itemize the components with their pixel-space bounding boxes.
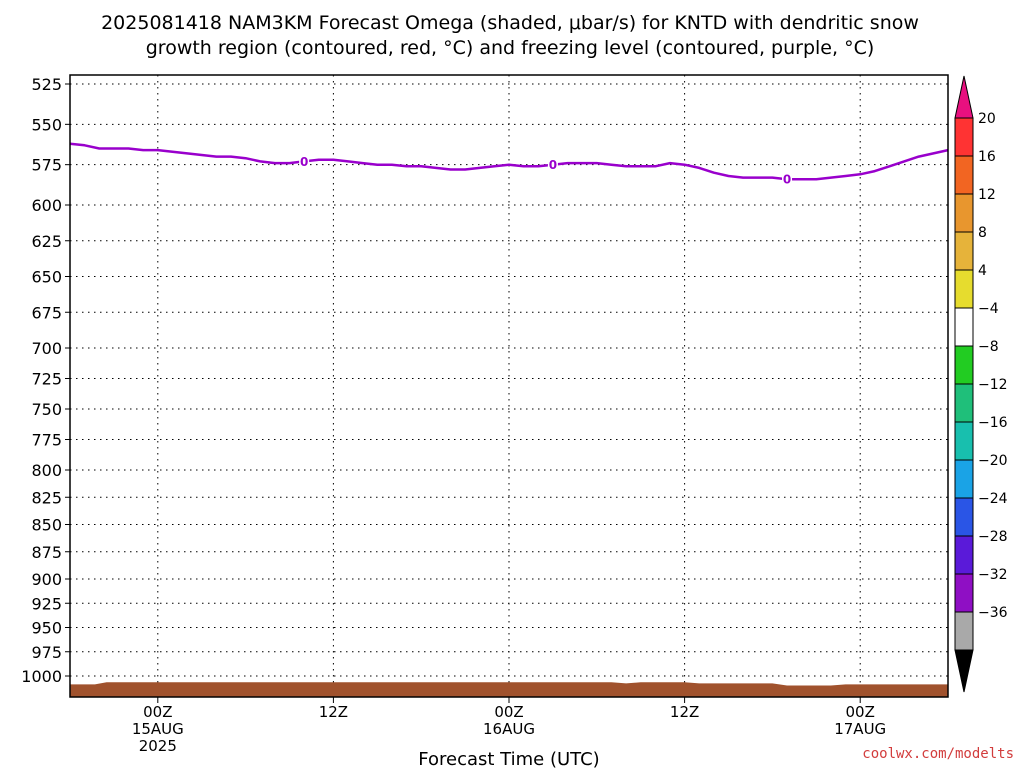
y-tick-label: 800 (31, 461, 62, 480)
y-tick-label: 725 (31, 370, 62, 389)
y-tick-label: 675 (31, 303, 62, 322)
y-tick-label: 525 (31, 75, 62, 94)
y-tick-label: 875 (31, 543, 62, 562)
y-tick-label: 750 (31, 400, 62, 419)
contour-label-bg (299, 154, 310, 169)
contour-label-bg (782, 172, 793, 187)
colorbar-tick-label: −36 (978, 605, 1008, 621)
y-tick-label: 900 (31, 570, 62, 589)
y-tick-label: 625 (31, 232, 62, 251)
title-line-1: 2025081418 NAM3KM Forecast Omega (shaded… (101, 12, 919, 34)
colorbar-segment (954, 307, 974, 347)
colorbar-segment (954, 193, 974, 233)
terrain-layer (70, 682, 948, 697)
x-tick-label: 16AUG (483, 720, 535, 738)
x-axis-label: Forecast Time (UTC) (418, 749, 599, 768)
x-tick-label: 15AUG (132, 720, 184, 738)
colorbar-tick-label: −4 (978, 301, 999, 317)
series-layer: 0 0 0 (69, 142, 949, 187)
y-tick-label: 550 (31, 115, 62, 134)
chart-title: 2025081418 NAM3KM Forecast Omega (shaded… (101, 12, 919, 59)
terrain-area (70, 682, 948, 697)
y-tick-label: 950 (31, 619, 62, 638)
colorbar-segment (954, 611, 974, 651)
colorbar-segment (954, 383, 974, 423)
x-tick-label: 00Z (846, 703, 875, 721)
colorbar-tick-label: −32 (978, 567, 1008, 583)
colorbar-tick-label: −12 (978, 377, 1008, 393)
colorbar-segment (954, 535, 974, 575)
colorbar-segment (954, 231, 974, 271)
colorbar-segment (954, 497, 974, 537)
x-tick-label: 00Z (494, 703, 523, 721)
y-tick-label: 775 (31, 431, 62, 450)
y-tick-label: 600 (31, 196, 62, 215)
x-tick-label: 12Z (670, 703, 699, 721)
contour-label: 0 (549, 158, 557, 172)
contour-label: 0 (300, 155, 308, 169)
colorbar-segment (954, 155, 974, 195)
x-tick-label: 2025 (139, 737, 177, 755)
x-tick-label: 00Z (143, 703, 172, 721)
colorbar-tick-label: −20 (978, 453, 1008, 469)
title-line-2: growth region (contoured, red, °C) and f… (146, 37, 875, 59)
y-tick-label: 825 (31, 488, 62, 507)
colorbar-segment (954, 573, 974, 613)
freezing-level-line (69, 142, 949, 181)
colorbar-tick-label: 16 (978, 149, 996, 165)
colorbar-segment (954, 459, 974, 499)
x-tick-label: 12Z (319, 703, 348, 721)
colorbar-tick-label: 20 (978, 111, 996, 127)
colorbar-tick-label: 4 (978, 263, 987, 279)
colorbar-tick-label: −16 (978, 415, 1008, 431)
colorbar-top-arrow (954, 75, 974, 119)
y-axis: 525 550 575 600 625 650 675 700 725 750 775 800 825 8… (21, 75, 70, 686)
colorbar-segment (954, 269, 974, 309)
colorbar-bottom-arrow (954, 649, 974, 693)
y-tick-label: 575 (31, 156, 62, 175)
y-tick-label: 850 (31, 516, 62, 535)
y-tick-label: 700 (31, 339, 62, 358)
colorbar-tick-label: −28 (978, 529, 1008, 545)
colorbar-tick-label: −8 (978, 339, 999, 355)
colorbar-tick-label: 12 (978, 187, 996, 203)
colorbar: 20 16 12 8 4 −4 −8 −12 −16 −20 −24 −28 −32 −36 (954, 75, 1008, 693)
colorbar-tick-label: −24 (978, 491, 1008, 507)
x-tick-label: 17AUG (834, 720, 886, 738)
y-tick-label: 925 (31, 594, 62, 613)
grid (70, 75, 948, 697)
colorbar-segment (954, 421, 974, 461)
colorbar-tick-label: 8 (978, 225, 987, 241)
y-tick-label: 975 (31, 643, 62, 662)
contour-label-bg (547, 157, 558, 172)
contour-label: 0 (783, 173, 791, 187)
credit-text: coolwx.com/modelts (862, 746, 1014, 762)
y-tick-label: 1000 (21, 667, 62, 686)
colorbar-segment (954, 345, 974, 385)
y-tick-label: 650 (31, 268, 62, 287)
colorbar-segment (954, 117, 974, 157)
